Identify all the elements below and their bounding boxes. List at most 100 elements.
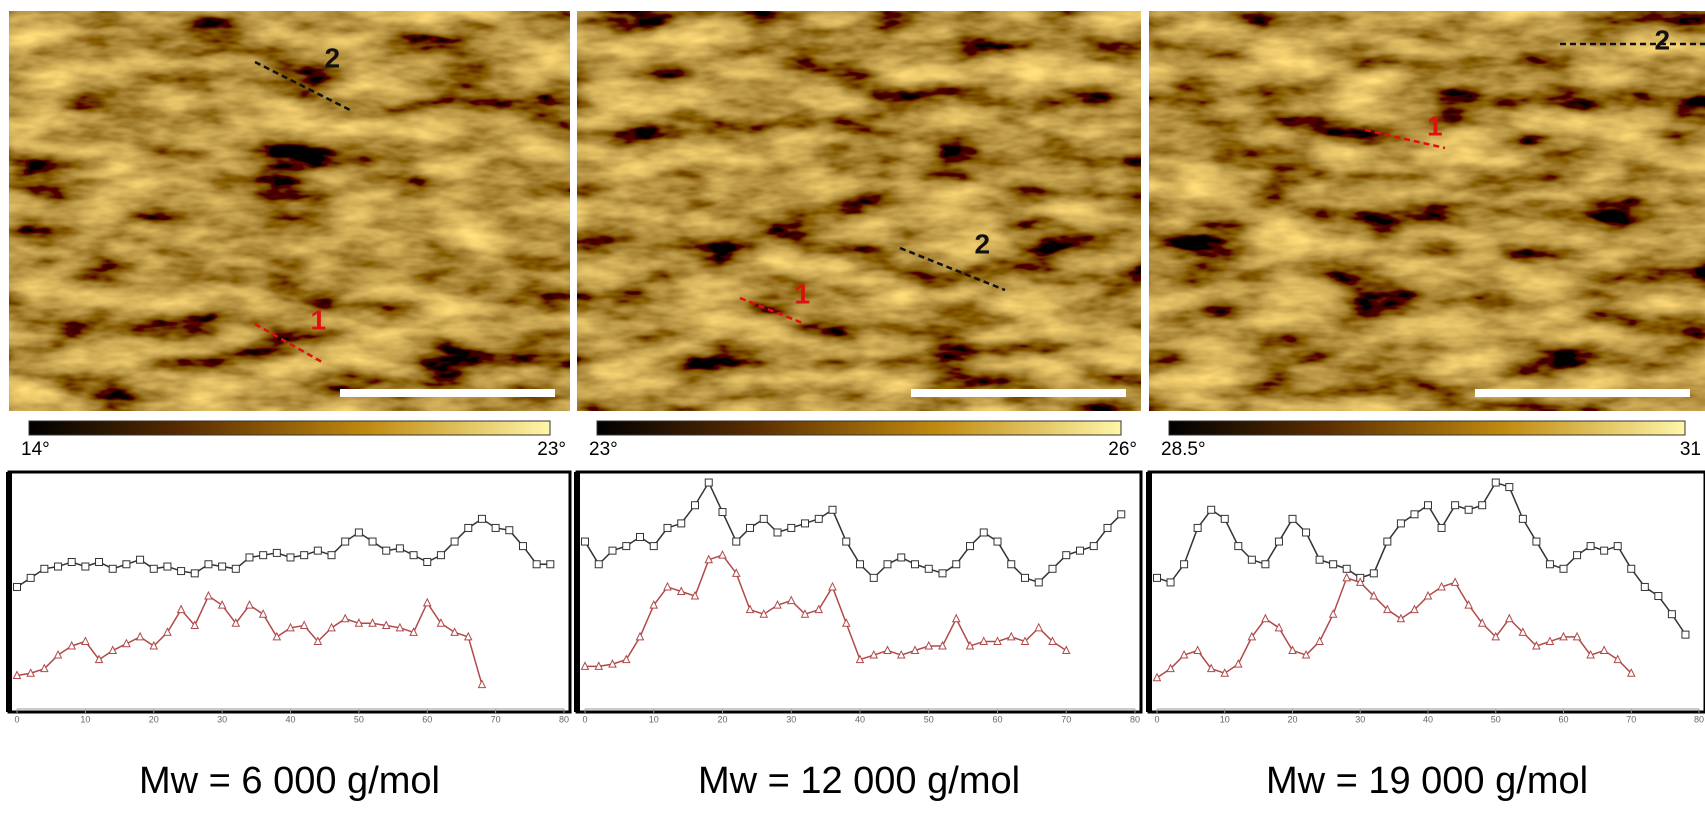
point xyxy=(1586,649,1595,659)
point xyxy=(1383,604,1392,614)
caption: Mw = 6 000 g/mol xyxy=(139,760,440,802)
point xyxy=(204,590,213,600)
chart-frame xyxy=(1147,470,1705,714)
point xyxy=(286,622,295,632)
point xyxy=(842,537,851,546)
point xyxy=(621,654,631,664)
colorbar xyxy=(28,420,551,436)
point xyxy=(649,600,659,609)
point xyxy=(1545,560,1554,569)
scale-bar xyxy=(1475,389,1690,397)
point xyxy=(1048,636,1057,645)
point xyxy=(1518,627,1528,636)
point xyxy=(13,582,21,591)
profile-line xyxy=(1364,128,1446,150)
x-tick-label: 20 xyxy=(717,714,727,724)
scale-bar xyxy=(911,389,1126,397)
point xyxy=(95,557,104,566)
point xyxy=(177,567,186,576)
point xyxy=(1007,560,1016,569)
point xyxy=(436,618,446,627)
point xyxy=(773,528,782,537)
point xyxy=(828,581,837,591)
point xyxy=(53,649,63,659)
point xyxy=(869,649,879,659)
x-tick-label: 40 xyxy=(1423,714,1433,724)
point xyxy=(313,546,322,555)
point xyxy=(299,620,309,630)
point xyxy=(1681,630,1690,639)
point xyxy=(1424,501,1432,510)
point xyxy=(622,542,631,551)
point xyxy=(163,562,172,571)
point xyxy=(636,533,644,542)
profile-label: 1 xyxy=(795,278,811,309)
point xyxy=(1034,578,1043,587)
point xyxy=(704,478,713,487)
point xyxy=(1207,505,1216,514)
point xyxy=(136,555,145,564)
point xyxy=(450,627,459,636)
point xyxy=(1076,546,1084,555)
x-tick-label: 60 xyxy=(422,714,432,724)
point xyxy=(1274,537,1283,546)
point xyxy=(1220,668,1230,677)
point xyxy=(1220,514,1229,523)
x-tick-label: 80 xyxy=(559,714,569,724)
point xyxy=(1654,592,1663,601)
point xyxy=(1464,600,1473,609)
point xyxy=(163,627,172,636)
point xyxy=(313,636,323,645)
point xyxy=(505,526,514,535)
point xyxy=(1233,659,1243,668)
point xyxy=(883,560,892,569)
point xyxy=(1089,542,1098,551)
point xyxy=(677,519,686,528)
point xyxy=(477,514,486,523)
chart-frame xyxy=(7,470,572,714)
scale-bar xyxy=(340,389,555,397)
point xyxy=(1410,604,1419,614)
x-tick-label: 10 xyxy=(1220,714,1230,724)
point xyxy=(856,560,864,569)
point xyxy=(1117,510,1126,519)
profile-line-series xyxy=(16,517,551,588)
point xyxy=(231,564,240,573)
point xyxy=(1166,578,1175,587)
point xyxy=(731,568,741,577)
point xyxy=(855,654,865,664)
x-tick-label: 60 xyxy=(1558,714,1568,724)
x-tick-label: 30 xyxy=(217,714,227,724)
point xyxy=(1329,560,1338,569)
colorbar-min: 14° xyxy=(21,439,50,460)
point xyxy=(814,604,824,614)
colorbar-min: 23° xyxy=(589,439,618,460)
point xyxy=(122,560,131,569)
point xyxy=(1315,555,1324,564)
colorbar xyxy=(596,420,1122,436)
point xyxy=(1451,501,1460,510)
x-tick-label: 40 xyxy=(285,714,295,724)
point xyxy=(272,631,282,641)
chart-left-border xyxy=(6,472,12,712)
point xyxy=(477,679,487,689)
point xyxy=(1613,654,1623,664)
point xyxy=(1491,631,1501,641)
colorbar-max: 26° xyxy=(1108,439,1137,460)
chart-left-border xyxy=(574,472,580,712)
point xyxy=(979,528,988,537)
profile-label: 2 xyxy=(325,42,341,73)
point xyxy=(1667,610,1676,619)
x-tick-label: 50 xyxy=(354,714,364,724)
point xyxy=(1505,483,1514,492)
point xyxy=(1464,505,1473,514)
profile-line-series xyxy=(584,480,1122,584)
colorbar-max: 23° xyxy=(537,439,566,460)
x-tick-label: 20 xyxy=(149,714,159,724)
point xyxy=(594,560,603,569)
x-tick-label: 50 xyxy=(924,714,934,724)
point xyxy=(1545,636,1555,645)
point xyxy=(1062,551,1071,560)
point xyxy=(1302,528,1311,537)
